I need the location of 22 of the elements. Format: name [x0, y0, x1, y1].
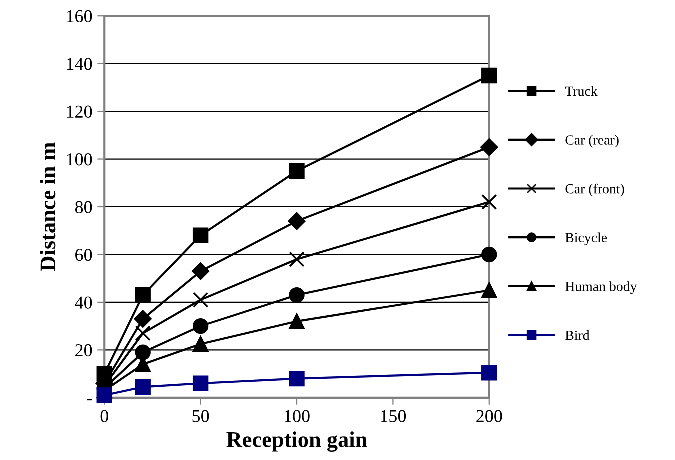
- legend-label: Human body: [566, 282, 638, 294]
- y-axis-title: Distance in m: [40, 142, 56, 272]
- y-tick-label: -: [87, 399, 92, 401]
- y-tick-label: 160: [67, 10, 92, 23]
- legend-label: Bird: [566, 330, 590, 340]
- y-tick-label: 40: [75, 296, 92, 309]
- x-axis-title: Reception gain: [226, 432, 368, 452]
- x-tick-label: 150: [381, 410, 406, 422]
- legend-label: Car (front): [566, 184, 624, 197]
- y-tick-label: 20: [76, 344, 92, 357]
- legend-label: Bicycle: [566, 232, 608, 246]
- y-tick-label: 140: [67, 58, 92, 70]
- x-tick-label: 200: [476, 410, 502, 422]
- legend-label: Car (rear): [566, 135, 619, 148]
- x-tick-label: 0: [100, 410, 108, 422]
- x-tick-label: 100: [285, 410, 310, 422]
- y-tick-label: 120: [67, 106, 92, 118]
- x-tick-label: 50: [192, 410, 210, 422]
- y-tick-label: 100: [67, 154, 92, 166]
- y-tick-label: 80: [75, 201, 92, 214]
- legend-label: Truck: [565, 86, 598, 96]
- y-tick-label: 60: [76, 248, 92, 262]
